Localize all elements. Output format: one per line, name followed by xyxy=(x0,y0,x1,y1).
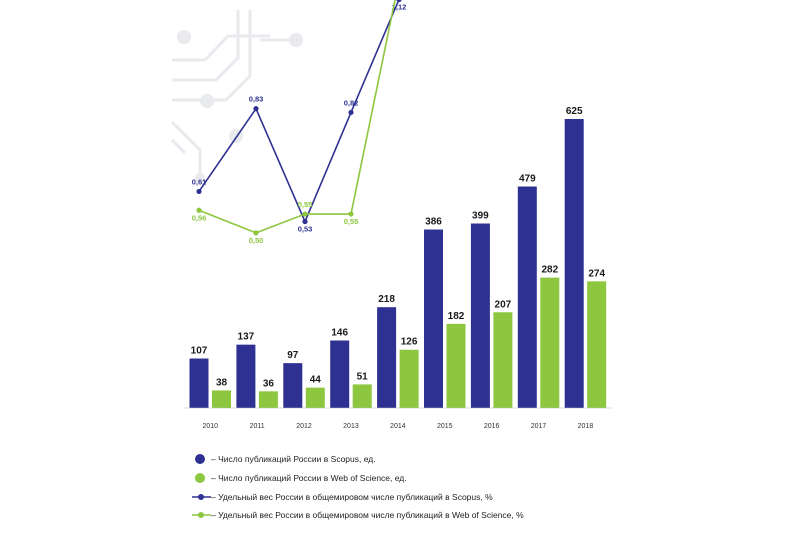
x-axis-ticks: 2010 2011 2012 2013 2014 2015 2016 2017 2018 xyxy=(202,423,593,430)
legend-marker-3 xyxy=(198,512,204,518)
x-tick-label-2016: 2016 xyxy=(484,423,500,430)
bar-wos-2010 xyxy=(212,390,231,408)
line-scopus xyxy=(198,0,400,224)
lines-group: 0,610,830,530,821,121,741,691,802,050,56… xyxy=(192,0,407,245)
x-tick-label-2017: 2017 xyxy=(531,423,547,430)
point-label-scopus-2010: 0,61 xyxy=(192,177,207,186)
bar-label-wos-2012: 44 xyxy=(310,375,322,386)
bar-label-wos-2013: 51 xyxy=(357,371,369,382)
circuit-decoration xyxy=(170,10,303,183)
bar-label-wos-2015: 182 xyxy=(448,311,465,322)
point-scopus-2011 xyxy=(253,106,259,112)
legend: – Число публикаций России в Scopus, ед. –… xyxy=(192,454,524,520)
bar-wos-2018 xyxy=(587,281,607,408)
point-wos-2011 xyxy=(253,230,259,236)
bar-label-wos-2011: 36 xyxy=(263,378,275,389)
point-wos-2010 xyxy=(196,207,202,213)
point-label-wos-2012: 0,55 xyxy=(298,200,313,209)
bar-scopus-2017 xyxy=(517,186,537,408)
point-label-scopus-2011: 0,83 xyxy=(249,95,264,104)
point-scopus-2010 xyxy=(196,188,202,195)
x-tick-label-2018: 2018 xyxy=(578,423,594,430)
bar-wos-2012 xyxy=(305,387,325,408)
bar-label-wos-2016: 207 xyxy=(495,299,512,310)
bar-label-scopus-2018: 625 xyxy=(566,106,583,117)
bar-scopus-2012 xyxy=(283,363,303,408)
bar-wos-2013 xyxy=(352,384,372,408)
line-wos xyxy=(198,0,396,234)
x-tick-label-2012: 2012 xyxy=(296,423,312,430)
bar-scopus-2016 xyxy=(470,223,490,408)
bar-label-wos-2014: 126 xyxy=(401,337,418,348)
bar-wos-2015 xyxy=(446,323,466,408)
circuit-node-2 xyxy=(200,94,214,108)
legend-marker-2 xyxy=(198,494,204,500)
point-label-scopus-2012: 0,53 xyxy=(298,225,313,234)
bar-label-scopus-2013: 146 xyxy=(331,327,348,338)
point-scopus-2012 xyxy=(302,218,308,225)
bar-label-wos-2018: 274 xyxy=(588,268,605,279)
bar-scopus-2018 xyxy=(564,119,584,408)
bar-wos-2017 xyxy=(540,277,560,408)
bar-scopus-2011 xyxy=(236,344,256,408)
x-tick-label-2015: 2015 xyxy=(437,423,453,430)
x-tick-label-2014: 2014 xyxy=(390,423,406,430)
circuit-trace-1 xyxy=(172,10,240,82)
point-scopus-2014 xyxy=(396,0,402,3)
bar-wos-2011 xyxy=(258,391,278,408)
point-wos-2013 xyxy=(348,211,354,217)
bar-label-wos-2010: 38 xyxy=(216,377,228,388)
circuit-node-0 xyxy=(177,30,191,44)
circuit-trace-5 xyxy=(170,138,187,155)
legend-label-2: – Удельный вес России в общемировом числ… xyxy=(211,492,493,502)
legend-marker-1 xyxy=(195,473,205,483)
bar-scopus-2013 xyxy=(330,340,350,408)
point-wos-2012 xyxy=(302,211,308,217)
bar-wos-2014 xyxy=(399,349,419,408)
legend-label-0: – Число публикаций России в Scopus, ед. xyxy=(211,454,376,464)
x-tick-label-2011: 2011 xyxy=(250,423,265,430)
circuit-trace-3 xyxy=(170,120,202,176)
circuit-node-4 xyxy=(195,173,205,183)
bar-wos-2016 xyxy=(493,312,513,408)
bar-label-wos-2017: 282 xyxy=(541,265,558,276)
point-label-scopus-2014: 1,12 xyxy=(392,3,407,12)
circuit-trace-2 xyxy=(172,10,252,102)
point-label-scopus-2013: 0,82 xyxy=(344,98,359,107)
legend-marker-0 xyxy=(195,454,205,464)
bar-label-scopus-2016: 399 xyxy=(472,211,489,222)
legend-label-1: – Число публикаций России в Web of Scien… xyxy=(211,473,407,483)
bar-label-scopus-2014: 218 xyxy=(378,294,395,305)
bars-group: 107 38 137 36 97 44 146 51 218 126 386 182 399 207 479… xyxy=(189,106,607,408)
point-scopus-2013 xyxy=(348,109,354,116)
point-label-wos-2013: 0,55 xyxy=(344,217,359,226)
x-tick-label-2010: 2010 xyxy=(202,423,218,430)
point-label-wos-2010: 0,56 xyxy=(192,213,207,222)
x-tick-label-2013: 2013 xyxy=(343,423,359,430)
bar-label-scopus-2017: 479 xyxy=(519,174,536,185)
bar-scopus-2014 xyxy=(377,307,397,408)
circuit-node-1 xyxy=(289,33,303,47)
bar-label-scopus-2011: 137 xyxy=(238,332,255,343)
bar-label-scopus-2015: 386 xyxy=(425,217,442,228)
bar-label-scopus-2012: 97 xyxy=(287,350,299,361)
bar-label-scopus-2010: 107 xyxy=(191,346,208,357)
point-label-wos-2011: 0,50 xyxy=(249,236,264,245)
bar-scopus-2010 xyxy=(189,358,209,408)
bar-scopus-2015 xyxy=(424,229,443,408)
legend-label-3: – Удельный вес России в общемировом числ… xyxy=(211,510,524,520)
